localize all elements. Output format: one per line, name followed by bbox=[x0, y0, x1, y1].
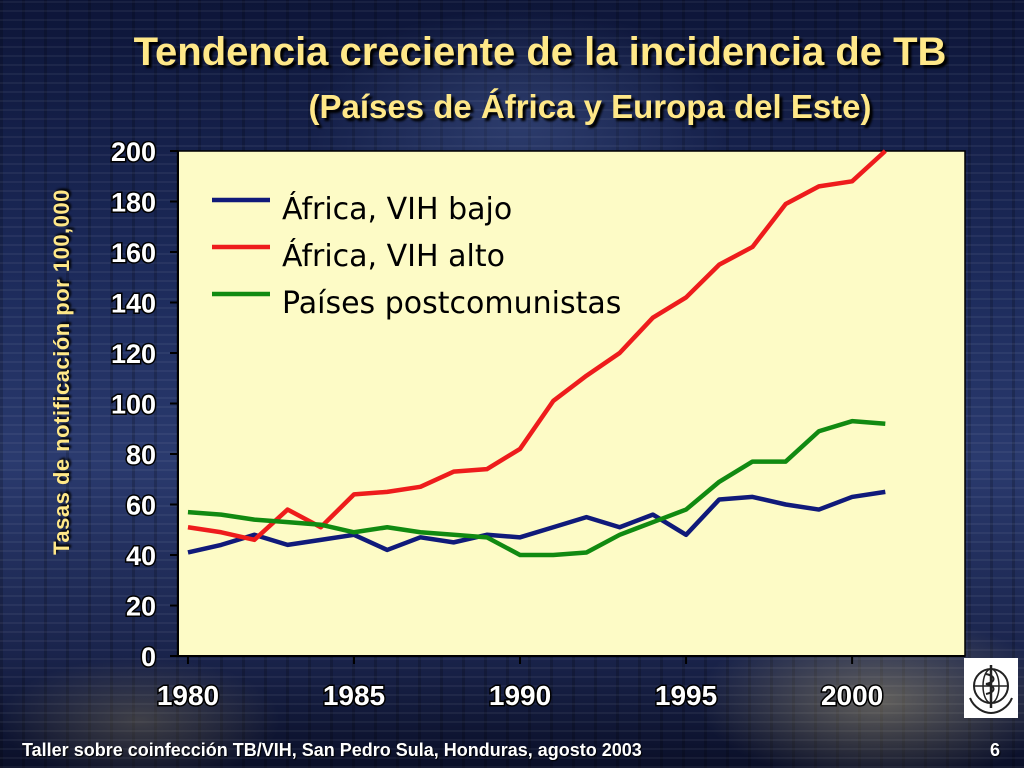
y-tick-label: 200 bbox=[111, 137, 156, 167]
y-tick-label: 60 bbox=[126, 491, 156, 521]
series-lines bbox=[187, 149, 887, 558]
y-tick-label: 140 bbox=[111, 289, 156, 319]
page-number: 6 bbox=[990, 740, 1001, 760]
slide-subtitle: (Países de África y Europa del Este) bbox=[308, 88, 872, 125]
x-tick-label: 1990 bbox=[489, 680, 551, 711]
axes: 0 20 40 60 80 100 120 140 160 180 200 1980 1985 1990 1… bbox=[109, 136, 965, 713]
y-tick-label: 160 bbox=[111, 238, 156, 268]
x-tick-label: 1985 bbox=[323, 680, 385, 711]
y-tick-label: 80 bbox=[126, 440, 156, 470]
y-tick-label: 100 bbox=[111, 390, 156, 420]
who-emblem-icon bbox=[964, 658, 1018, 718]
series-line-2 bbox=[187, 149, 887, 543]
x-tick-label: 1980 bbox=[157, 680, 219, 711]
y-tick-label: 40 bbox=[126, 541, 156, 571]
y-tick-label: 180 bbox=[111, 188, 156, 218]
legend: África, VIH bajo África, VIH alto Países p… bbox=[212, 191, 621, 321]
series-line-1 bbox=[187, 489, 886, 555]
y-tick-label: 20 bbox=[126, 592, 156, 622]
x-tick-label: 2000 bbox=[821, 680, 883, 711]
plot-area bbox=[177, 150, 966, 657]
series-line-3 bbox=[187, 418, 886, 558]
y-tick-label: 120 bbox=[111, 339, 156, 369]
footer-text: Taller sobre coinfección TB/VIH, San Ped… bbox=[22, 740, 642, 760]
x-tick-label: 1995 bbox=[655, 680, 717, 711]
y-tick-label: 0 bbox=[141, 642, 156, 672]
legend-label-3: Países postcomunistas bbox=[282, 286, 621, 321]
legend-label-1: África, VIH bajo bbox=[282, 191, 512, 227]
legend-label-2: África, VIH alto bbox=[282, 238, 505, 274]
slide-title: Tendencia creciente de la incidencia de … bbox=[133, 30, 947, 74]
